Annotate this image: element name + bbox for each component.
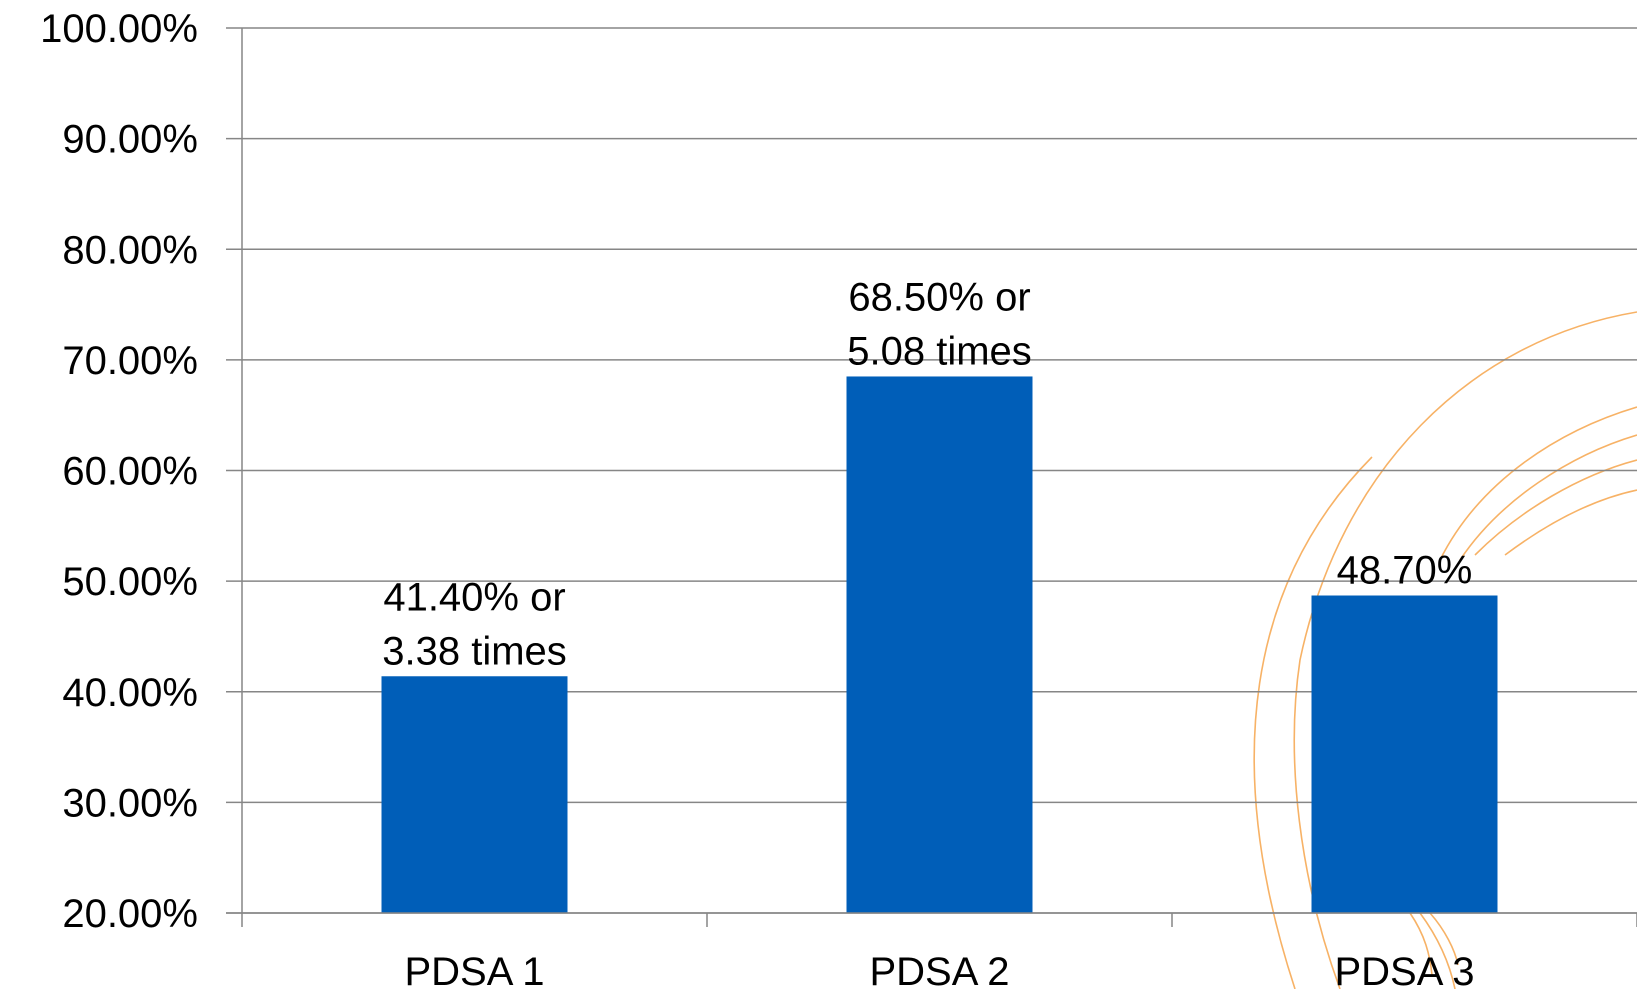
x-axis-tick-labels: PDSA 1 PDSA 2 PDSA 3 bbox=[404, 950, 1474, 989]
decorative-arc-8 bbox=[1409, 912, 1433, 976]
axes bbox=[226, 28, 1637, 927]
bar-pdsa-2 bbox=[846, 376, 1033, 913]
data-label: 48.70% bbox=[1337, 549, 1473, 593]
y-axis-tick-labels: 20.00% 30.00% 40.00% 50.00% 60.00% 70.00% 80.0… bbox=[40, 7, 198, 936]
decorative-arc-7 bbox=[1419, 912, 1456, 989]
y-tick-label: 60.00% bbox=[62, 450, 198, 494]
decorative-arc-9 bbox=[1429, 912, 1459, 966]
y-tick-label: 100.00% bbox=[40, 7, 198, 51]
y-tick-label: 40.00% bbox=[62, 671, 198, 715]
data-label: 5.08 times bbox=[847, 329, 1032, 373]
y-tick-label: 50.00% bbox=[62, 560, 198, 604]
y-tick-label: 90.00% bbox=[62, 118, 198, 162]
decorative-arc-3 bbox=[1439, 406, 1637, 561]
decorative-arc-5 bbox=[1474, 459, 1637, 556]
x-tick-label: PDSA 2 bbox=[869, 950, 1009, 989]
data-label: 41.40% or bbox=[383, 575, 565, 619]
decorative-arc-6 bbox=[1504, 489, 1637, 556]
y-tick-label: 80.00% bbox=[62, 228, 198, 272]
x-tick-label: PDSA 3 bbox=[1334, 950, 1474, 989]
decorative-arc-1 bbox=[1253, 456, 1373, 989]
data-labels: 41.40% or 3.38 times 68.50% or 5.08 times 48… bbox=[382, 275, 1472, 673]
bars bbox=[381, 376, 1498, 913]
bar-pdsa-3 bbox=[1311, 595, 1498, 913]
y-tick-label: 20.00% bbox=[62, 892, 198, 936]
data-label: 3.38 times bbox=[382, 629, 567, 673]
data-label: 68.50% or bbox=[848, 275, 1030, 319]
bar-pdsa-1 bbox=[381, 676, 568, 913]
x-tick-label: PDSA 1 bbox=[404, 950, 544, 989]
y-tick-label: 30.00% bbox=[62, 781, 198, 825]
y-tick-label: 70.00% bbox=[62, 339, 198, 383]
decorative-arc-4 bbox=[1459, 434, 1637, 561]
